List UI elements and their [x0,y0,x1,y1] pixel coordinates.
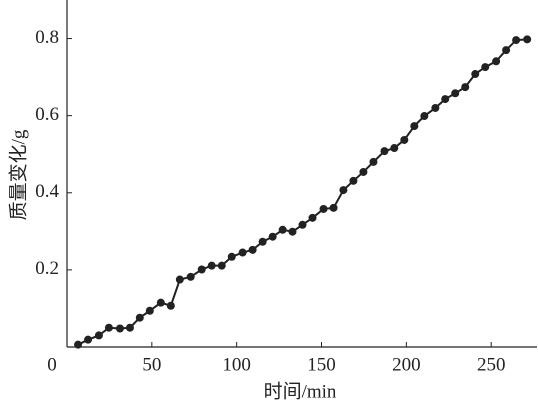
data-point [268,232,277,241]
data-point [308,213,317,222]
data-point [461,83,470,92]
data-point [369,157,378,166]
x-tick-label: 100 [222,354,251,375]
data-point [217,261,226,270]
data-point [74,340,83,349]
data-point [227,252,236,261]
data-point [84,335,93,344]
data-point [319,204,328,213]
data-point [175,275,184,284]
data-point [431,103,440,112]
x-tick-label: 200 [392,354,421,375]
data-point [197,265,206,274]
data-point [329,203,338,212]
data-point [523,35,532,44]
data-point [441,95,450,104]
x-tick-label: 150 [307,354,336,375]
data-point [94,331,103,340]
data-point [339,186,348,195]
data-point [207,261,216,270]
data-point [115,324,124,333]
y-tick-label: 0.4 [35,181,59,202]
data-point [156,298,165,307]
data-point [258,237,267,246]
data-point [135,313,144,322]
data-point [380,147,389,156]
data-point [400,135,409,144]
data-point [420,112,429,121]
x-tick-label: 250 [477,354,506,375]
data-point [248,245,257,254]
data-point [186,272,195,281]
data-point [298,220,307,229]
data-point [359,167,368,176]
data-point [104,323,113,332]
data-point [451,89,460,98]
y-axis-label: 质量变化/g [7,129,29,220]
data-point [278,225,287,234]
y-tick-label: 0.6 [35,104,59,125]
data-point [288,227,297,236]
data-point [125,323,134,332]
data-point [145,306,154,315]
data-point [492,57,501,66]
data-point [166,301,175,310]
data-point [481,63,490,72]
data-line [77,38,528,346]
data-point [502,46,511,55]
x-tick-label: 50 [142,354,161,375]
data-point [349,176,358,185]
data-point [471,70,480,79]
x-tick-label: 0 [47,354,57,375]
y-tick-label: 0.8 [35,27,59,48]
data-point [410,122,419,131]
data-point [390,144,399,153]
y-tick-label: 0.2 [35,258,59,279]
x-axis-label: 时间/min [264,380,337,402]
data-point [238,248,247,257]
data-point [512,36,521,45]
